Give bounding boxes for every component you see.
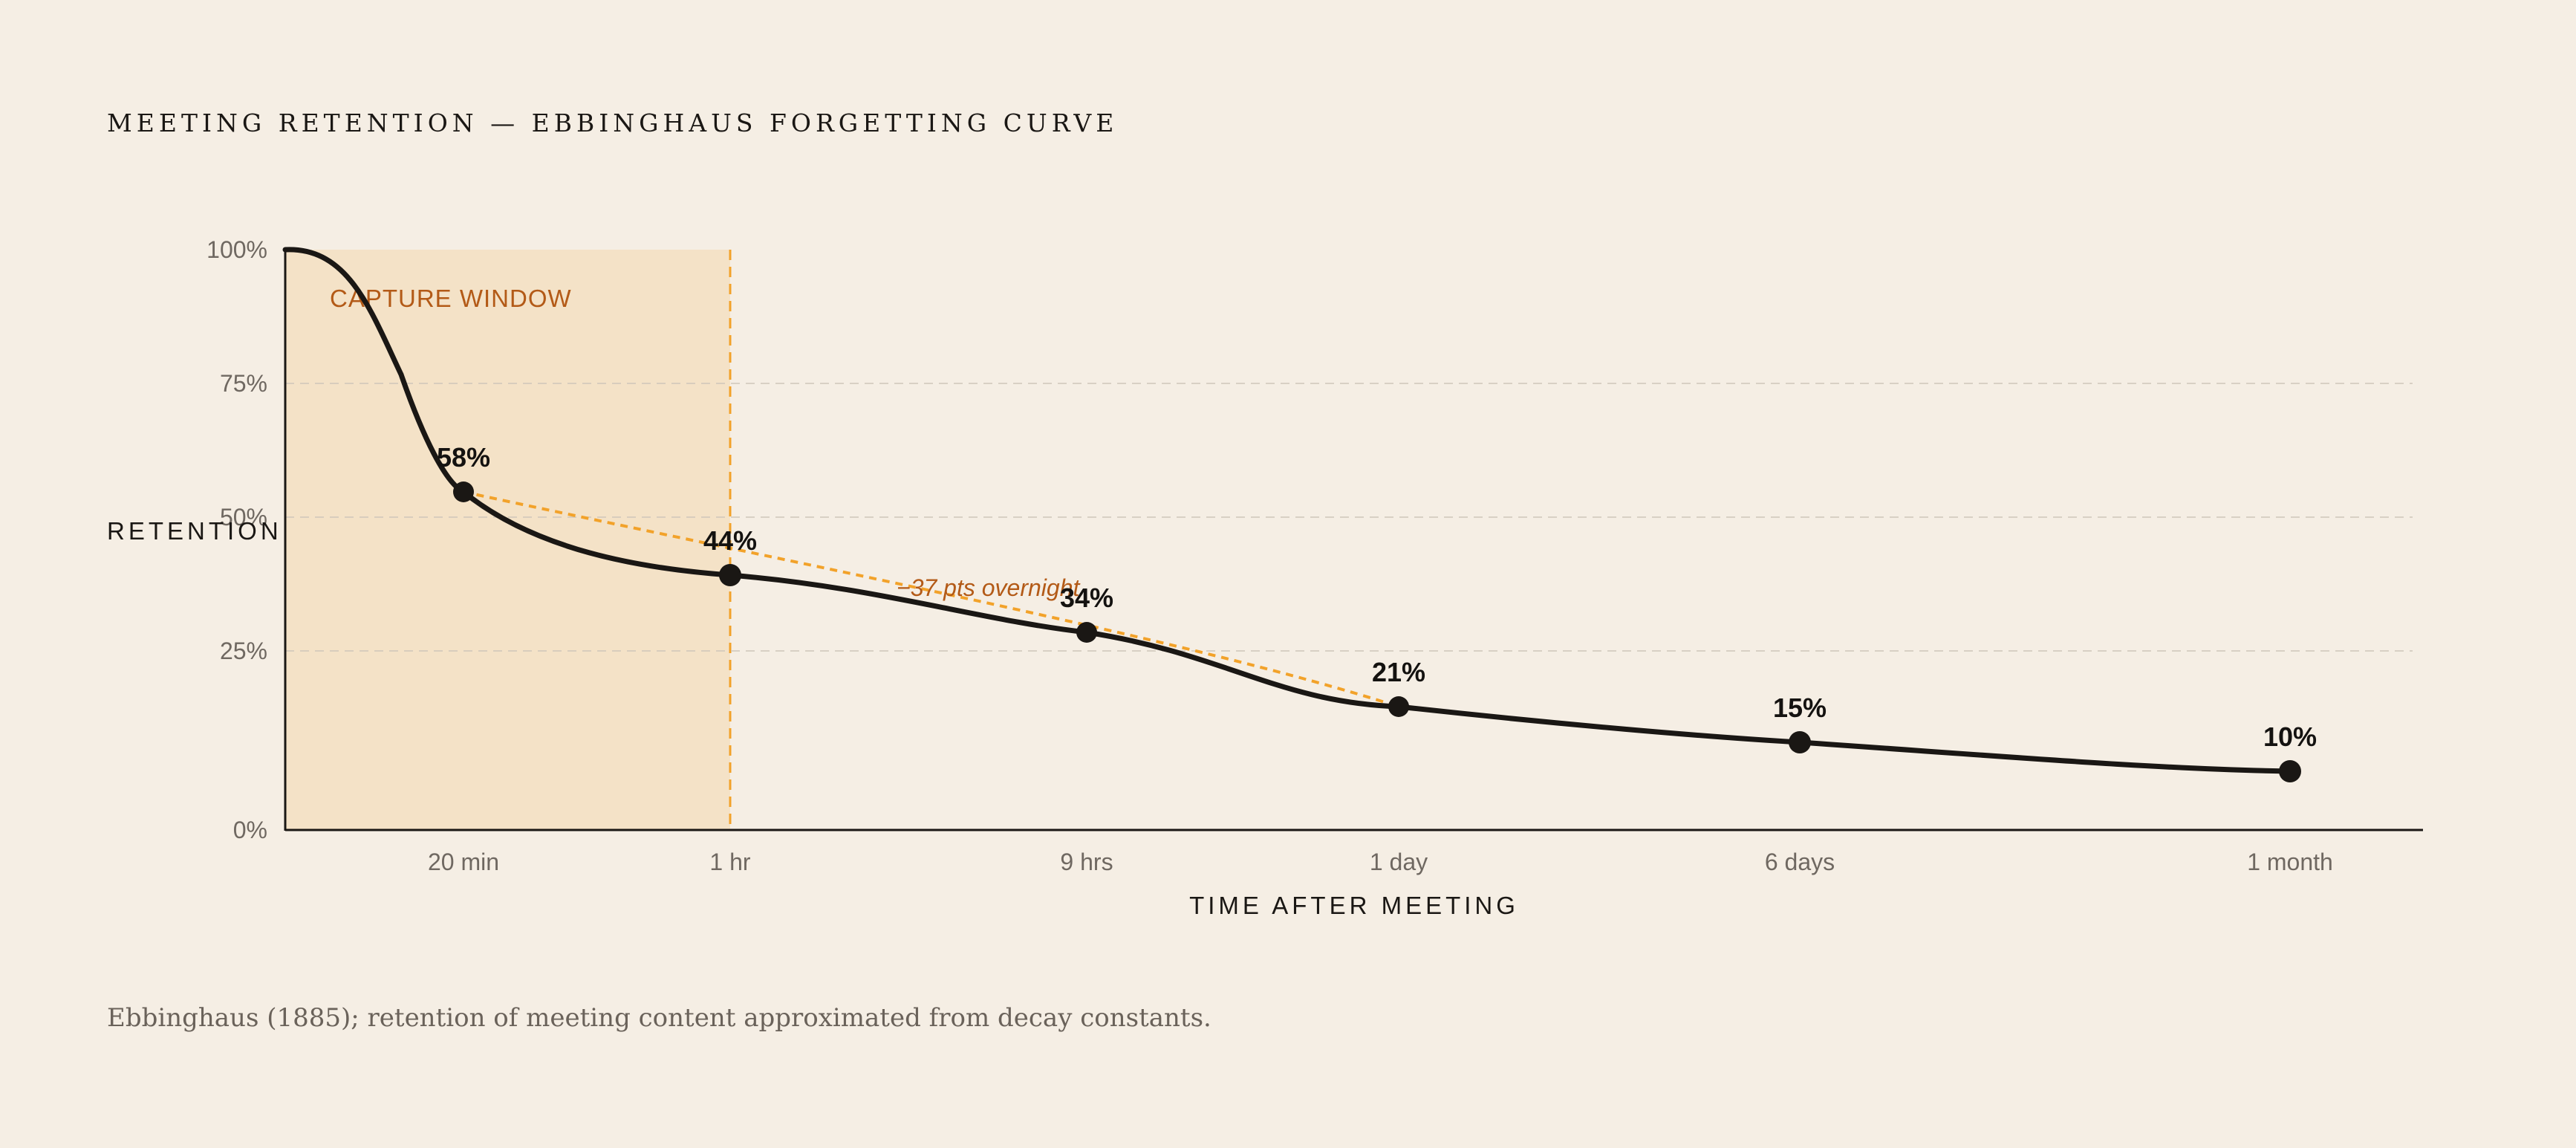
y-axis-title: RETENTION (107, 517, 282, 545)
data-label: 21% (1372, 657, 1425, 687)
x-tick-label: 9 hrs (1060, 849, 1113, 875)
data-point (1789, 731, 1811, 753)
x-tick-label: 1 month (2247, 849, 2333, 875)
value-labels: 58% 44% 34% 21% 15% 10% (437, 442, 2317, 752)
capture-window: CAPTURE WINDOW (285, 250, 732, 830)
data-points (453, 481, 2301, 782)
gridlines (285, 383, 2413, 652)
data-point (2279, 760, 2301, 782)
data-point (1076, 622, 1097, 643)
data-label: 44% (703, 525, 757, 556)
data-point (453, 481, 474, 502)
x-tick-label: 1 day (1370, 849, 1428, 875)
chart-caption: Ebbinghaus (1885); retention of meeting … (107, 1003, 1211, 1033)
data-label: 10% (2263, 721, 2317, 752)
chart-title: MEETING RETENTION — EBBINGHAUS FORGETTIN… (107, 108, 1119, 137)
x-tick-label: 1 hr (709, 849, 750, 875)
y-tick-label: 50% (220, 504, 267, 531)
axis-titles: TIME AFTER MEETING RETENTION (107, 517, 1519, 919)
data-point (719, 564, 741, 586)
capture-window-fill (285, 250, 730, 830)
y-tick-label: 25% (220, 638, 267, 664)
y-tick-label: 100% (206, 236, 267, 263)
data-label: 34% (1060, 583, 1113, 613)
x-tick-label: 20 min (428, 849, 499, 875)
overnight-trend-line (463, 490, 1399, 708)
overnight-trend: −37 pts overnight (463, 490, 1399, 708)
y-tick-label: 0% (233, 817, 267, 843)
tick-labels: 0% 25% 50% 75% 100% 20 min 1 hr 9 hrs 1 day 6 day… (206, 236, 2333, 875)
axes (284, 250, 2423, 831)
overnight-annotation: −37 pts overnight (897, 574, 1081, 601)
data-label: 15% (1773, 693, 1827, 723)
data-label: 58% (437, 442, 490, 473)
x-axis-title: TIME AFTER MEETING (1189, 892, 1519, 919)
x-tick-label: 6 days (1765, 849, 1835, 875)
y-tick-label: 75% (220, 370, 267, 397)
data-point (1388, 696, 1409, 717)
